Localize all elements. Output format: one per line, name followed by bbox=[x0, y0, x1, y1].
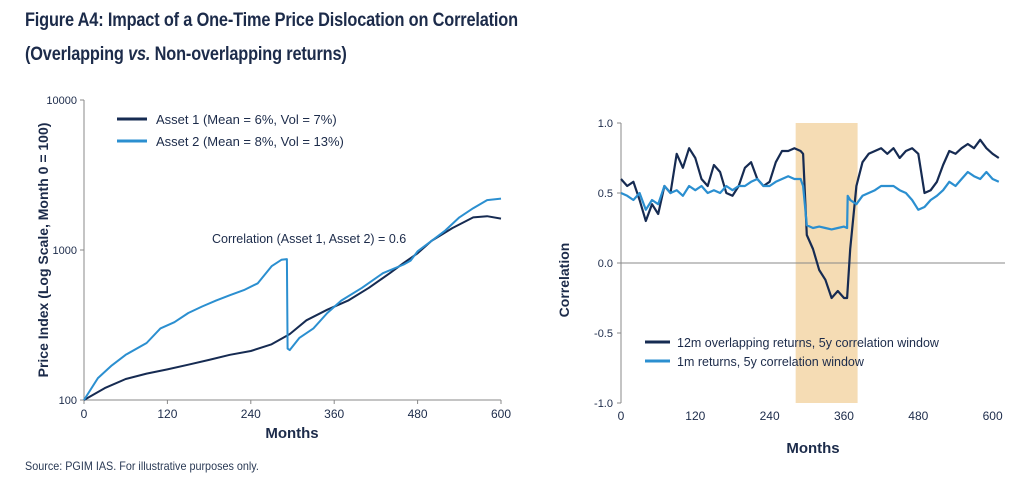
figure-title: Figure A4: Impact of a One-Time Price Di… bbox=[25, 10, 518, 31]
left-x-tick-label: 600 bbox=[491, 407, 511, 421]
left-y-tick-label: 10000 bbox=[46, 95, 77, 107]
right-y-tick-label: 0.5 bbox=[598, 188, 613, 200]
right-x-axis-label: Months bbox=[786, 440, 839, 457]
legend-monthly: 1m returns, 5y correlation window bbox=[677, 355, 865, 369]
left-x-axis-label: Months bbox=[265, 425, 318, 442]
monthly-returns-line bbox=[620, 170, 1000, 231]
legend-overlapping: 12m overlapping returns, 5y correlation … bbox=[677, 336, 940, 350]
source-note: Source: PGIM IAS. For illustrative purpo… bbox=[25, 459, 259, 473]
right-x-tick-label: 480 bbox=[908, 409, 928, 423]
left-x-tick-label: 360 bbox=[324, 407, 344, 421]
right-x-tick-label: 240 bbox=[760, 409, 780, 423]
right-y-tick-label: 0.0 bbox=[598, 258, 613, 270]
right-x-tick-label: 600 bbox=[983, 409, 1003, 423]
subtitle-part-2: Non-overlapping returns) bbox=[150, 44, 347, 65]
subtitle-vs: vs. bbox=[128, 44, 151, 65]
subtitle-part-1: (Overlapping bbox=[25, 44, 129, 65]
right-x-tick-label: 0 bbox=[618, 409, 625, 423]
right-x-tick-label: 120 bbox=[685, 409, 705, 423]
left-y-tick-label: 1000 bbox=[53, 245, 77, 257]
figure-subtitle: (Overlapping vs. Non-overlapping returns… bbox=[25, 44, 347, 66]
correlation-annotation: Correlation (Asset 1, Asset 2) = 0.6 bbox=[212, 232, 406, 246]
left-x-tick-label: 0 bbox=[81, 407, 88, 421]
left-y-axis-label: Price Index (Log Scale, Month 0 = 100) bbox=[35, 123, 51, 378]
legend-asset-2: Asset 2 (Mean = 8%, Vol = 13%) bbox=[156, 134, 344, 149]
left-x-tick-label: 480 bbox=[408, 407, 428, 421]
legend-asset-1: Asset 1 (Mean = 6%, Vol = 7%) bbox=[156, 112, 337, 127]
right-y-tick-label: -1.0 bbox=[594, 398, 613, 410]
right-y-tick-label: -0.5 bbox=[594, 328, 613, 340]
right-x-tick-label: 360 bbox=[834, 409, 854, 423]
overlapping-returns-line bbox=[620, 138, 1000, 300]
right-y-axis-label: Correlation bbox=[556, 243, 572, 318]
right-y-tick-label: 1.0 bbox=[598, 118, 613, 130]
left-x-tick-label: 240 bbox=[241, 407, 261, 421]
left-x-tick-label: 120 bbox=[157, 407, 177, 421]
left-y-tick-label: 100 bbox=[59, 395, 77, 407]
asset-2-line bbox=[83, 197, 502, 401]
